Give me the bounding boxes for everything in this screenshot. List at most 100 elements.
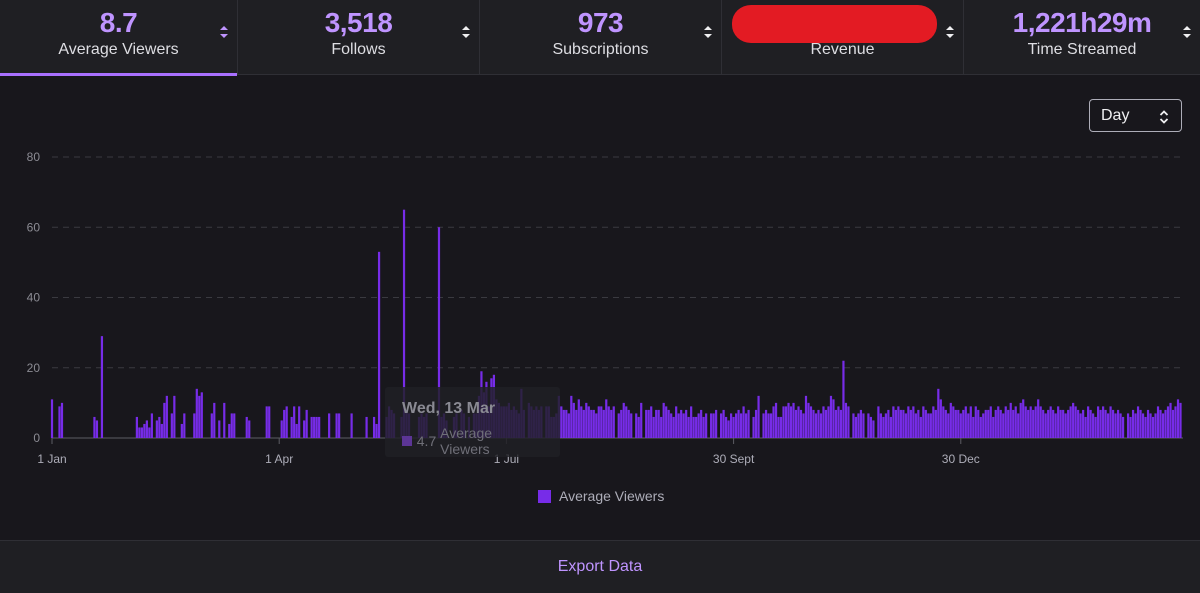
bar bbox=[60, 402, 64, 438]
bar bbox=[298, 406, 301, 438]
bar bbox=[228, 423, 231, 438]
stat-average-viewers[interactable]: 8.7 Average Viewers bbox=[0, 0, 238, 76]
tooltip-value: 4.7 bbox=[416, 433, 437, 449]
bar bbox=[734, 413, 738, 438]
bar bbox=[402, 209, 406, 438]
bar bbox=[1004, 406, 1007, 438]
bar bbox=[223, 402, 226, 438]
stat-time-streamed[interactable]: 1,221h29m Time Streamed bbox=[964, 0, 1200, 75]
period-select[interactable]: Day bbox=[1089, 99, 1182, 132]
bar bbox=[977, 409, 980, 438]
bar bbox=[752, 416, 755, 438]
bar bbox=[944, 409, 947, 438]
sort-icon[interactable] bbox=[219, 24, 229, 40]
bar bbox=[1009, 402, 1012, 438]
bar bbox=[268, 406, 271, 438]
bar bbox=[372, 416, 376, 438]
chart-panel bbox=[0, 76, 1200, 539]
bar bbox=[949, 402, 952, 438]
bar bbox=[303, 420, 306, 438]
bar bbox=[989, 406, 992, 438]
export-data-button[interactable]: Export Data bbox=[557, 558, 643, 575]
bar bbox=[929, 413, 932, 438]
footer: Export Data bbox=[0, 540, 1200, 593]
bar bbox=[1069, 406, 1072, 438]
bar bbox=[1097, 406, 1100, 438]
bar bbox=[899, 409, 902, 438]
bar bbox=[560, 406, 563, 438]
tooltip-label: Average Viewers bbox=[440, 425, 493, 457]
bar bbox=[577, 399, 580, 438]
bar bbox=[997, 406, 1000, 438]
bar bbox=[58, 406, 61, 438]
bar bbox=[1064, 413, 1067, 438]
bar bbox=[994, 409, 997, 438]
bar bbox=[285, 406, 288, 438]
bar bbox=[660, 416, 663, 438]
stat-follows[interactable]: 3,518 Follows bbox=[238, 0, 480, 75]
bar bbox=[567, 413, 570, 438]
bar bbox=[622, 402, 625, 438]
bar bbox=[635, 413, 638, 438]
stat-label: Subscriptions bbox=[552, 41, 649, 58]
bar bbox=[720, 413, 723, 438]
bar bbox=[1032, 409, 1035, 438]
bar bbox=[338, 413, 341, 438]
stat-subscriptions[interactable]: 973 Subscriptions bbox=[480, 0, 722, 75]
bar bbox=[562, 409, 565, 438]
bar bbox=[984, 409, 987, 438]
sort-icon[interactable] bbox=[945, 24, 955, 40]
bar bbox=[313, 416, 316, 438]
bar bbox=[934, 409, 937, 438]
bar bbox=[148, 427, 151, 438]
bar bbox=[894, 409, 897, 438]
x-tick-label: 30 Dec bbox=[942, 452, 980, 466]
period-select-value: Day bbox=[1101, 106, 1130, 124]
sort-icon[interactable] bbox=[1182, 24, 1192, 40]
bar bbox=[650, 406, 653, 438]
bar bbox=[762, 413, 765, 438]
bar bbox=[847, 406, 850, 438]
bar bbox=[248, 420, 251, 438]
bar bbox=[280, 420, 283, 438]
chart-legend[interactable]: Average Viewers bbox=[538, 488, 664, 504]
bar bbox=[822, 406, 825, 438]
bar bbox=[1029, 406, 1032, 438]
bar bbox=[565, 409, 568, 438]
bar bbox=[265, 406, 268, 438]
bar bbox=[715, 409, 718, 438]
bar bbox=[293, 406, 296, 438]
sort-icon[interactable] bbox=[461, 24, 471, 40]
bar bbox=[1019, 402, 1022, 438]
bar bbox=[580, 406, 583, 438]
bar bbox=[160, 423, 163, 438]
bar bbox=[877, 406, 880, 438]
bar bbox=[375, 423, 378, 438]
bar bbox=[645, 409, 648, 438]
bar bbox=[310, 416, 313, 438]
bar bbox=[1077, 409, 1080, 438]
bar bbox=[902, 409, 905, 438]
bar bbox=[1104, 409, 1107, 438]
bar bbox=[1082, 409, 1085, 438]
bar bbox=[857, 413, 860, 438]
bar bbox=[754, 409, 758, 438]
bar bbox=[290, 416, 293, 438]
bar bbox=[939, 399, 942, 438]
bar bbox=[627, 409, 630, 438]
bar bbox=[652, 416, 655, 438]
sort-icon[interactable] bbox=[703, 24, 713, 40]
bar bbox=[315, 416, 318, 438]
bar bbox=[757, 395, 760, 438]
bar bbox=[979, 416, 982, 438]
bar bbox=[732, 416, 735, 438]
bar bbox=[1114, 413, 1117, 438]
bar bbox=[230, 413, 233, 438]
bar bbox=[982, 413, 985, 438]
bar bbox=[93, 416, 96, 438]
bar bbox=[135, 416, 138, 438]
bar bbox=[630, 413, 633, 438]
bar bbox=[725, 416, 728, 438]
bar bbox=[807, 402, 810, 438]
stat-revenue[interactable]: Revenue bbox=[722, 0, 964, 75]
